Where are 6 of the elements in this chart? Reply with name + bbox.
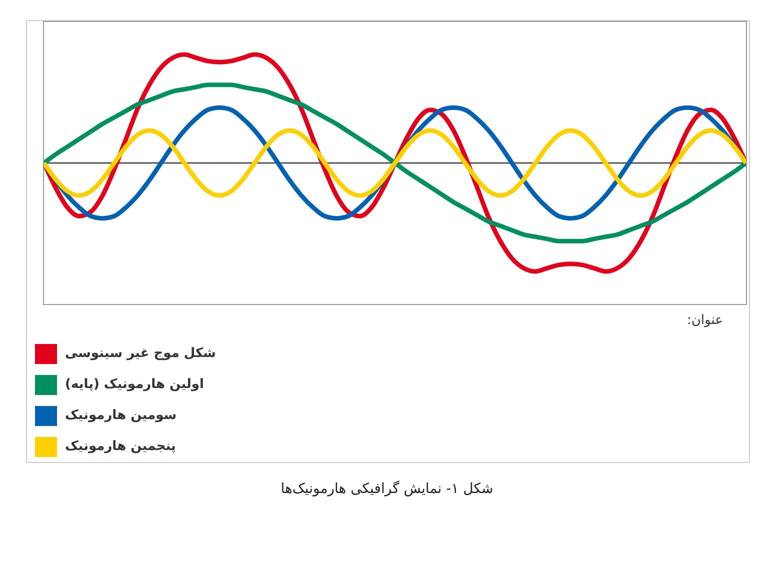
legend-title: عنوان: [687, 313, 724, 328]
legend-label: شکل موج غیر سینوسی [65, 346, 216, 361]
legend-label: سومین هارمونیک [65, 408, 177, 423]
legend-label: پنجمین هارمونیک [65, 439, 176, 454]
legend-label: اولین هارمونیک (پایه) [65, 377, 204, 392]
text: شکل ۱- نمایش گرافیکی هارمونیک‌ها [280, 481, 494, 497]
